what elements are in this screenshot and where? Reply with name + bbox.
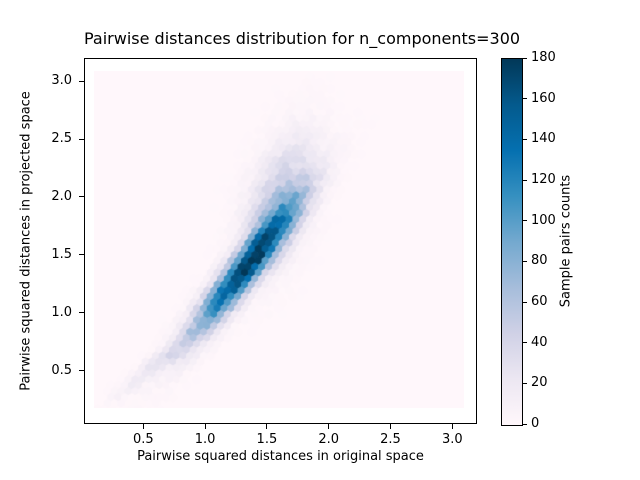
colorbar-tick-mark [522,57,527,59]
x-tick-label: 3.0 [441,432,463,447]
y-tick-mark [79,254,84,256]
colorbar-label: Sample pairs counts [558,174,574,308]
colorbar-tick-label: 160 [531,90,556,106]
colorbar-tick-mark [522,220,527,222]
y-tick-label: 3.0 [51,73,72,89]
colorbar-tick-label: 40 [531,334,548,350]
x-tick-label: 2.5 [380,432,401,447]
colorbar-tick-mark [522,301,527,303]
colorbar-tick-label: 140 [531,131,556,147]
y-tick-label: 2.0 [51,188,72,204]
colorbar-tick-label: 60 [531,294,548,309]
y-tick-mark [79,196,84,198]
colorbar-tick-mark [522,98,527,100]
x-tick-label: 0.5 [132,432,154,447]
chart-title: Pairwise distances distribution for n_co… [84,29,521,48]
x-tick-mark [204,424,206,429]
colorbar-tick-label: 180 [531,50,556,65]
colorbar-tick-mark [522,382,527,384]
y-tick-mark [79,370,84,372]
colorbar-tick-mark [522,342,527,344]
colorbar-tick-label: 120 [531,172,556,187]
x-axis-label: Pairwise squared distances in original s… [137,449,424,464]
colorbar-tick-mark [522,260,527,262]
y-tick-label: 1.0 [51,304,72,320]
y-tick-mark [79,138,84,140]
x-tick-label: 1.5 [256,432,278,447]
colorbar-tick-mark [522,138,527,140]
colorbar-tick-mark [522,423,527,425]
x-tick-label: 2.0 [318,432,340,447]
y-tick-mark [79,80,84,82]
colorbar-tick-mark [522,179,527,181]
y-tick-label: 1.5 [51,246,72,262]
y-tick-label: 0.5 [51,362,72,378]
y-tick-mark [79,312,84,314]
y-tick-label: 2.5 [51,131,72,147]
hexbin-canvas [94,71,464,408]
colorbar-tick-label: 80 [531,253,548,269]
x-tick-mark [451,424,453,429]
x-tick-mark [142,424,144,429]
colorbar-tick-label: 20 [531,375,548,391]
x-tick-mark [389,424,391,429]
colorbar-tick-label: 0 [531,416,540,431]
colorbar-tick-label: 100 [531,212,556,228]
x-tick-mark [266,424,268,429]
x-tick-label: 1.0 [194,432,216,447]
colorbar [501,58,523,426]
x-tick-mark [328,424,330,429]
